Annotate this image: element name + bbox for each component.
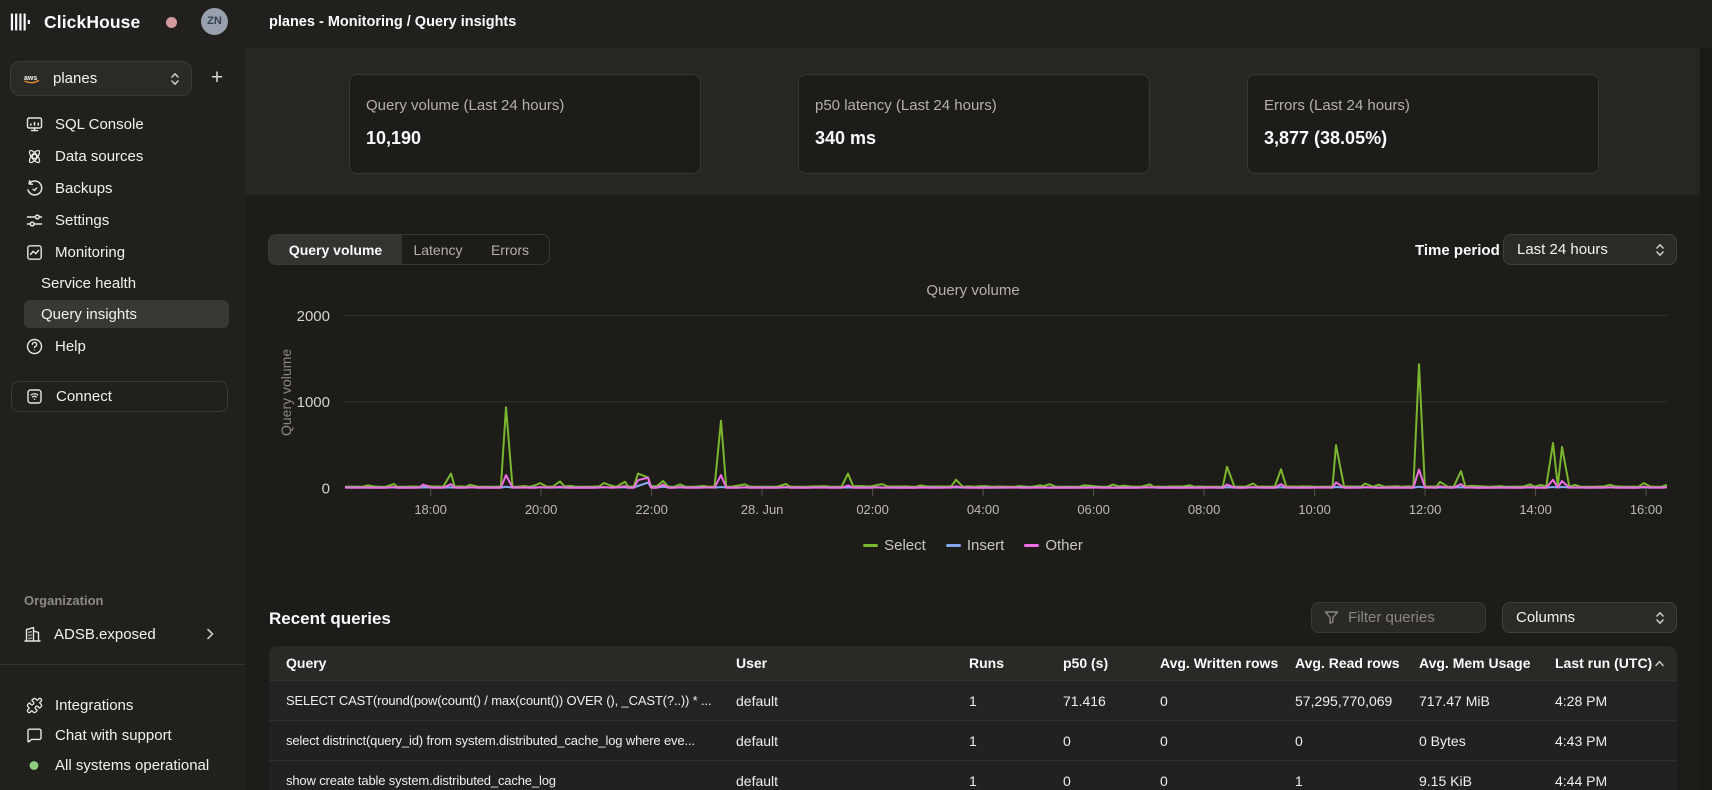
svg-text:2000: 2000 — [297, 308, 330, 325]
svg-text:06:00: 06:00 — [1077, 502, 1110, 517]
svg-text:22:00: 22:00 — [635, 502, 668, 517]
svg-text:aws: aws — [24, 75, 37, 82]
svg-text:14:00: 14:00 — [1519, 502, 1552, 517]
svg-text:04:00: 04:00 — [967, 502, 1000, 517]
svg-text:02:00: 02:00 — [856, 502, 889, 517]
svg-text:16:00: 16:00 — [1630, 502, 1663, 517]
svg-text:08:00: 08:00 — [1188, 502, 1221, 517]
svg-text:1000: 1000 — [297, 394, 330, 411]
svg-text:12:00: 12:00 — [1409, 502, 1442, 517]
svg-text:28. Jun: 28. Jun — [741, 502, 784, 517]
svg-text:0: 0 — [322, 481, 330, 498]
svg-text:18:00: 18:00 — [414, 502, 447, 517]
svg-text:10:00: 10:00 — [1298, 502, 1331, 517]
svg-text:20:00: 20:00 — [525, 502, 558, 517]
